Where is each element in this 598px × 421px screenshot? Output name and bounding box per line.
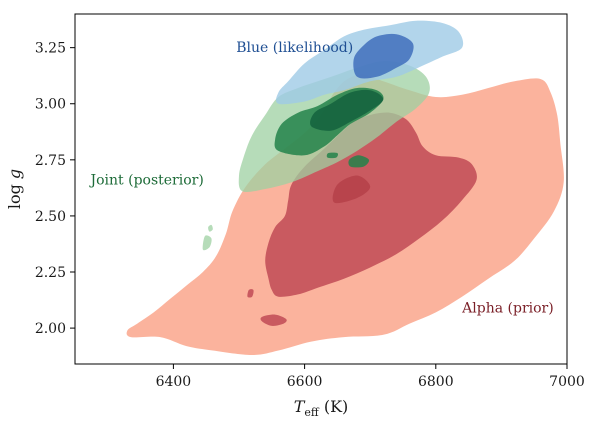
x-axis-label-main: T (294, 397, 306, 416)
x-tick-label: 6600 (287, 374, 323, 390)
series-blue-likelihood (276, 20, 464, 105)
y-tick-label: 3.00 (35, 97, 66, 113)
y-tick-label: 2.00 (35, 321, 66, 337)
annotation-alpha-prior: Alpha (prior) (461, 300, 554, 316)
annotation-blue-likelihood: Blue (likelihood) (236, 40, 353, 56)
joint-posterior-contour-level-1-region-2 (202, 235, 212, 251)
joint-posterior-contour-level-3-region-1 (310, 89, 384, 131)
y-tick-label: 2.25 (35, 265, 66, 281)
alpha-prior-contour-level-2-region-3 (247, 289, 254, 298)
x-axis-label-sub: eff (304, 406, 320, 419)
x-tick-label: 6800 (418, 374, 454, 390)
joint-posterior-contour-level-1-region-3 (208, 224, 213, 232)
y-axis-label: log g (5, 169, 24, 209)
joint-posterior-contour-level-2-region-3 (326, 152, 338, 159)
x-axis-label: Teff (K) (294, 397, 349, 419)
x-tick-label: 6400 (156, 374, 192, 390)
y-tick-label: 2.75 (35, 153, 66, 169)
contour-layers (126, 20, 564, 356)
blue-likelihood-contour-level-2-region-1 (353, 33, 414, 79)
plot-frame (74, 13, 568, 365)
y-tick-label: 3.25 (35, 41, 66, 57)
alpha-prior-contour-level-3-region-1 (332, 175, 371, 204)
x-axis-label-unit: (K) (319, 397, 349, 416)
joint-posterior-contour-level-2-region-2 (348, 155, 370, 168)
y-axis-label-italic: g (5, 169, 24, 179)
y-axis-label-main: log (5, 179, 24, 209)
x-tick-label: 7000 (549, 374, 585, 390)
series-annotations: Alpha (prior) Joint (posterior) Blue (like… (89, 40, 554, 316)
alpha-prior-contour-level-2-region-2 (260, 314, 287, 326)
annotation-joint-posterior: Joint (posterior) (89, 173, 204, 189)
y-tick-label: 2.50 (35, 209, 66, 225)
axis-ticks: 6400 6600 6800 7000 2.00 2.25 2.50 2.75 3.00 3.25 (35, 41, 585, 390)
